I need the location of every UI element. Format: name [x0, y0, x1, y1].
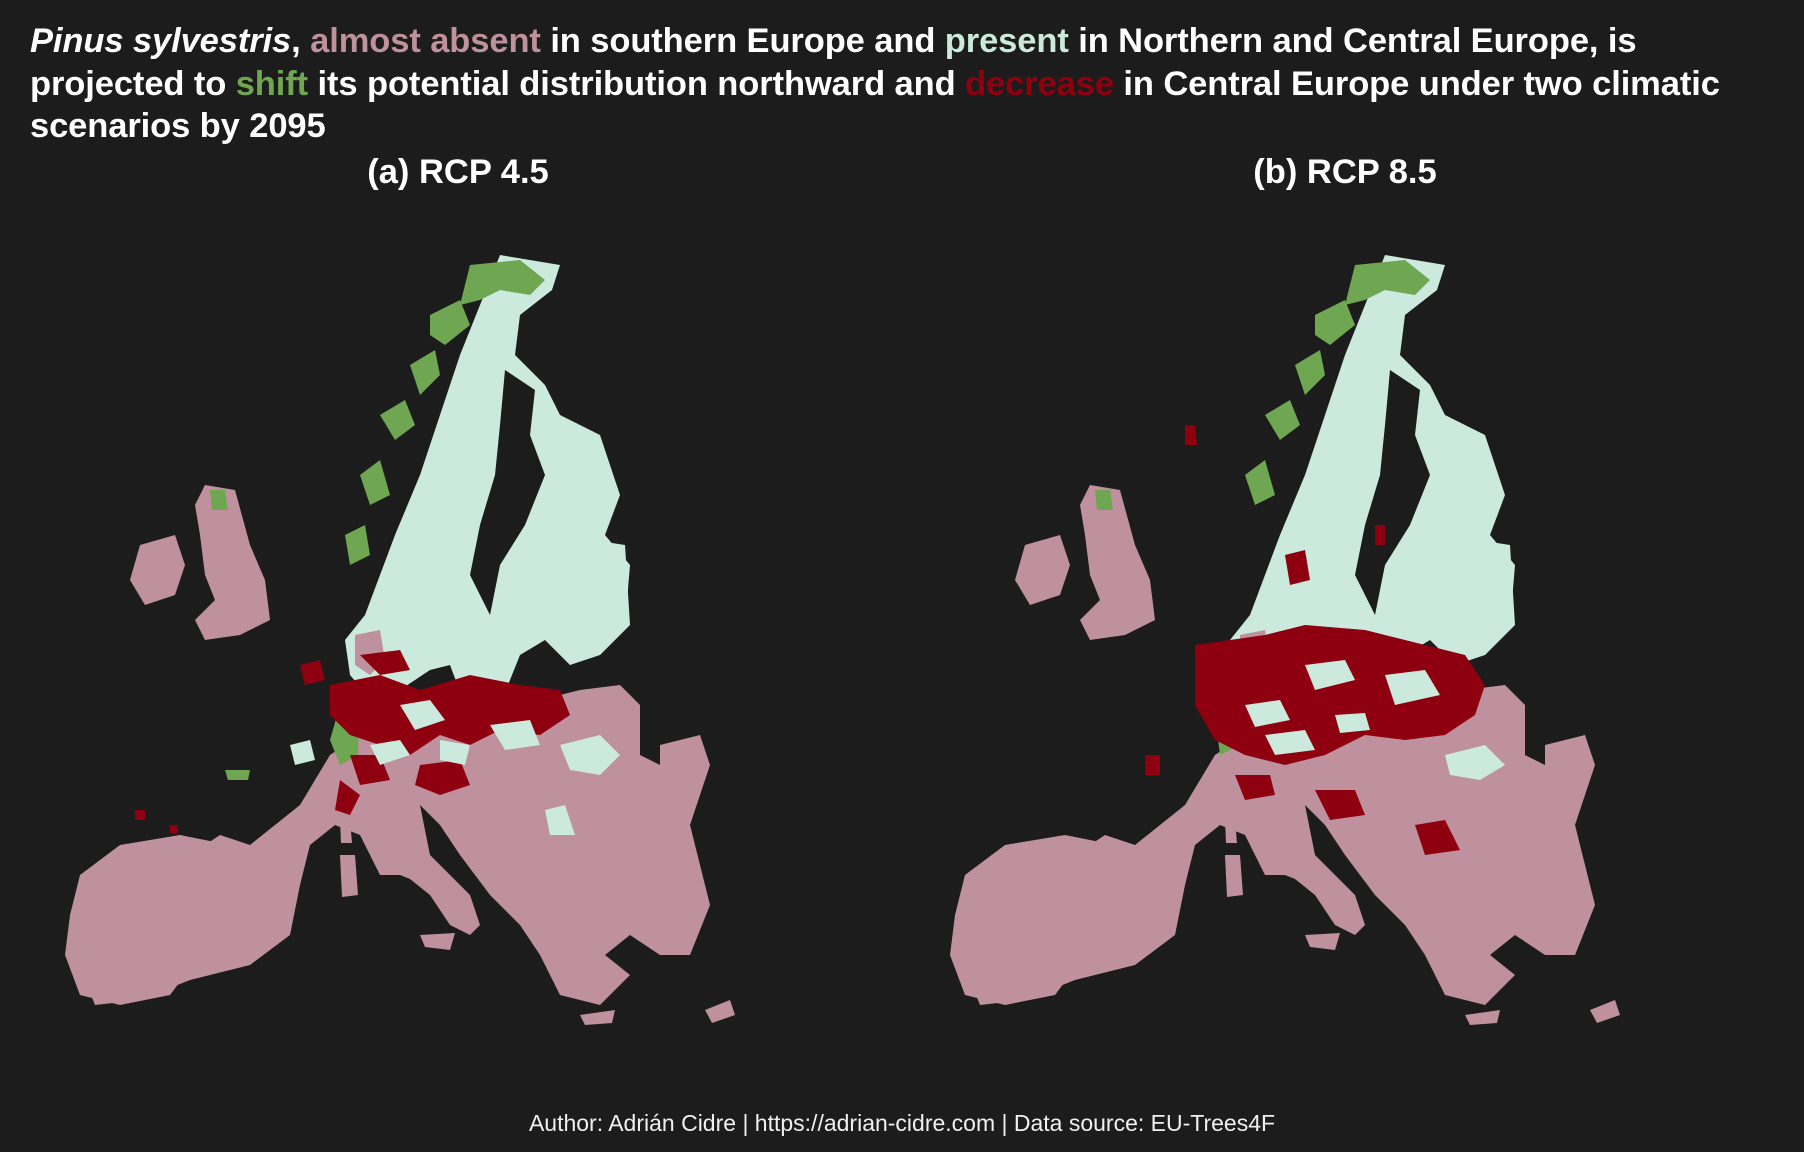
corsica — [1225, 820, 1237, 843]
title-part3: in Northern and Central Europe, is proje… — [30, 22, 1637, 103]
italy — [380, 805, 480, 935]
decrease-areas — [135, 650, 570, 833]
title-species: Pinus sylvestris — [30, 22, 292, 60]
iberia — [950, 835, 1135, 1005]
decrease-areas — [1145, 425, 1485, 855]
sardinia — [340, 855, 358, 897]
panel-b-title: (b) RCP 8.5 — [1253, 153, 1437, 191]
map-title: Pinus sylvestris, almost absent in south… — [30, 20, 1750, 148]
scandinavia-region — [1230, 255, 1515, 705]
title-shift: shift — [235, 64, 309, 103]
shift-areas — [1095, 260, 1430, 755]
baltics-region — [1445, 535, 1515, 655]
gulf-of-bothnia — [470, 370, 545, 615]
great-britain — [195, 485, 270, 640]
cyprus — [705, 1000, 735, 1023]
corsica — [340, 820, 352, 843]
present-areas — [1245, 660, 1505, 780]
title-present: present — [944, 22, 1069, 60]
title-part2: in southern Europe and — [540, 22, 945, 60]
title-part4: its potential distribution northward and — [308, 64, 966, 103]
present-areas — [290, 700, 620, 835]
cyprus — [1590, 1000, 1620, 1023]
gulf-of-bothnia — [1355, 370, 1430, 615]
sicily — [1305, 933, 1340, 950]
crete — [580, 1010, 615, 1025]
ireland — [130, 535, 185, 605]
map-caption: Author: Adrián Cidre | https://adrian-ci… — [528, 1110, 1276, 1136]
great-britain — [1080, 485, 1155, 640]
title-decrease: decrease — [965, 64, 1114, 103]
crete — [1465, 1010, 1500, 1025]
scandinavia-region — [345, 255, 630, 705]
map-rcp45 — [65, 255, 735, 1025]
title-part5: in Central Europe under two climatic sce… — [30, 64, 1720, 146]
sardinia — [1225, 855, 1243, 897]
panel-a-title: (a) RCP 4.5 — [367, 153, 549, 191]
europe-landmass — [65, 255, 735, 1025]
title-comma: , — [291, 22, 301, 60]
iberia — [65, 835, 250, 1005]
italy — [1265, 805, 1365, 935]
baltics-region — [560, 535, 630, 655]
sicily — [420, 933, 455, 950]
ireland — [1015, 535, 1070, 605]
map-rcp85 — [950, 255, 1620, 1025]
title-almost-absent: almost absent — [310, 22, 541, 60]
